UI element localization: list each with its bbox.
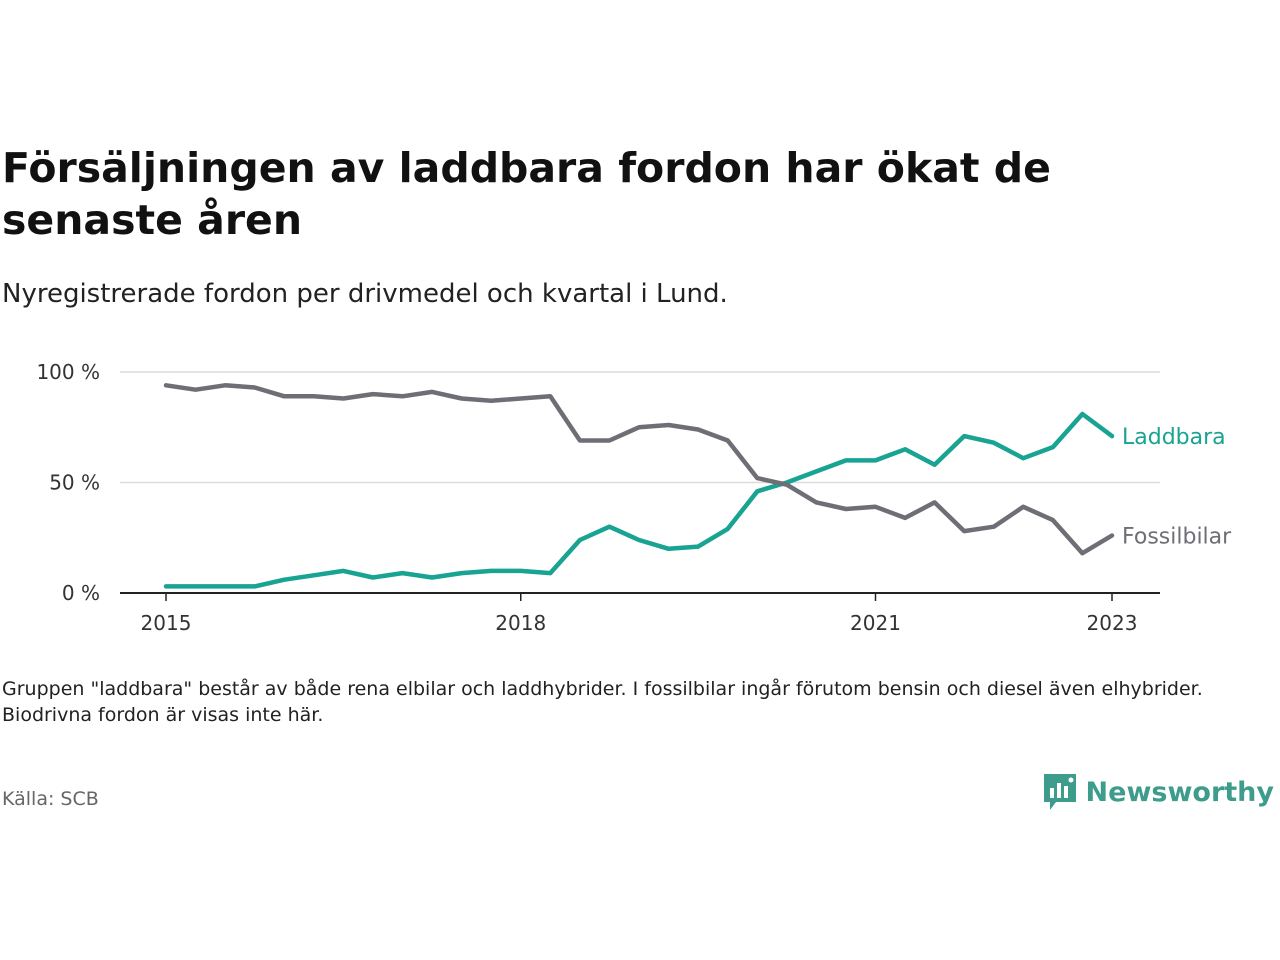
x-tick-label: 2023 bbox=[1087, 611, 1138, 635]
bar-chart-speech-bubble-icon bbox=[1043, 774, 1076, 810]
chart-subtitle: Nyregistrerade fordon per drivmedel och … bbox=[2, 279, 728, 309]
source-text: Källa: SCB bbox=[2, 788, 99, 810]
y-tick-label: 50 % bbox=[49, 471, 100, 495]
series-labels: Laddbara Fossilbilar bbox=[1122, 425, 1232, 549]
x-axis: 2015 2018 2021 2023 bbox=[120, 592, 1160, 635]
x-tick-label: 2018 bbox=[495, 611, 546, 635]
series-line-laddbara bbox=[163, 411, 1115, 589]
series-label-fossilbilar: Fossilbilar bbox=[1122, 525, 1232, 550]
gridlines bbox=[120, 371, 1160, 484]
series-line-fossilbilar bbox=[163, 383, 1115, 556]
y-tick-label: 100 % bbox=[36, 360, 100, 384]
brand-name: Newsworthy bbox=[1085, 776, 1274, 808]
y-tick-label: 0 % bbox=[62, 581, 100, 605]
x-tick-label: 2015 bbox=[141, 611, 192, 635]
newsworthy-logo: Newsworthy bbox=[1042, 772, 1274, 812]
y-axis-ticks: 0 % 50 % 100 % bbox=[36, 360, 100, 605]
chart-title: Försäljningen av laddbara fordon har öka… bbox=[2, 144, 1051, 244]
footnote: Gruppen "laddbara" består av både rena e… bbox=[2, 678, 1203, 726]
line-chart: 0 % 50 % 100 % 2015 2018 2021 2023 Laddbara Fo… bbox=[36, 360, 1232, 635]
series-label-laddbara: Laddbara bbox=[1122, 425, 1226, 450]
series-lines bbox=[163, 383, 1115, 589]
x-tick-label: 2021 bbox=[850, 611, 901, 635]
